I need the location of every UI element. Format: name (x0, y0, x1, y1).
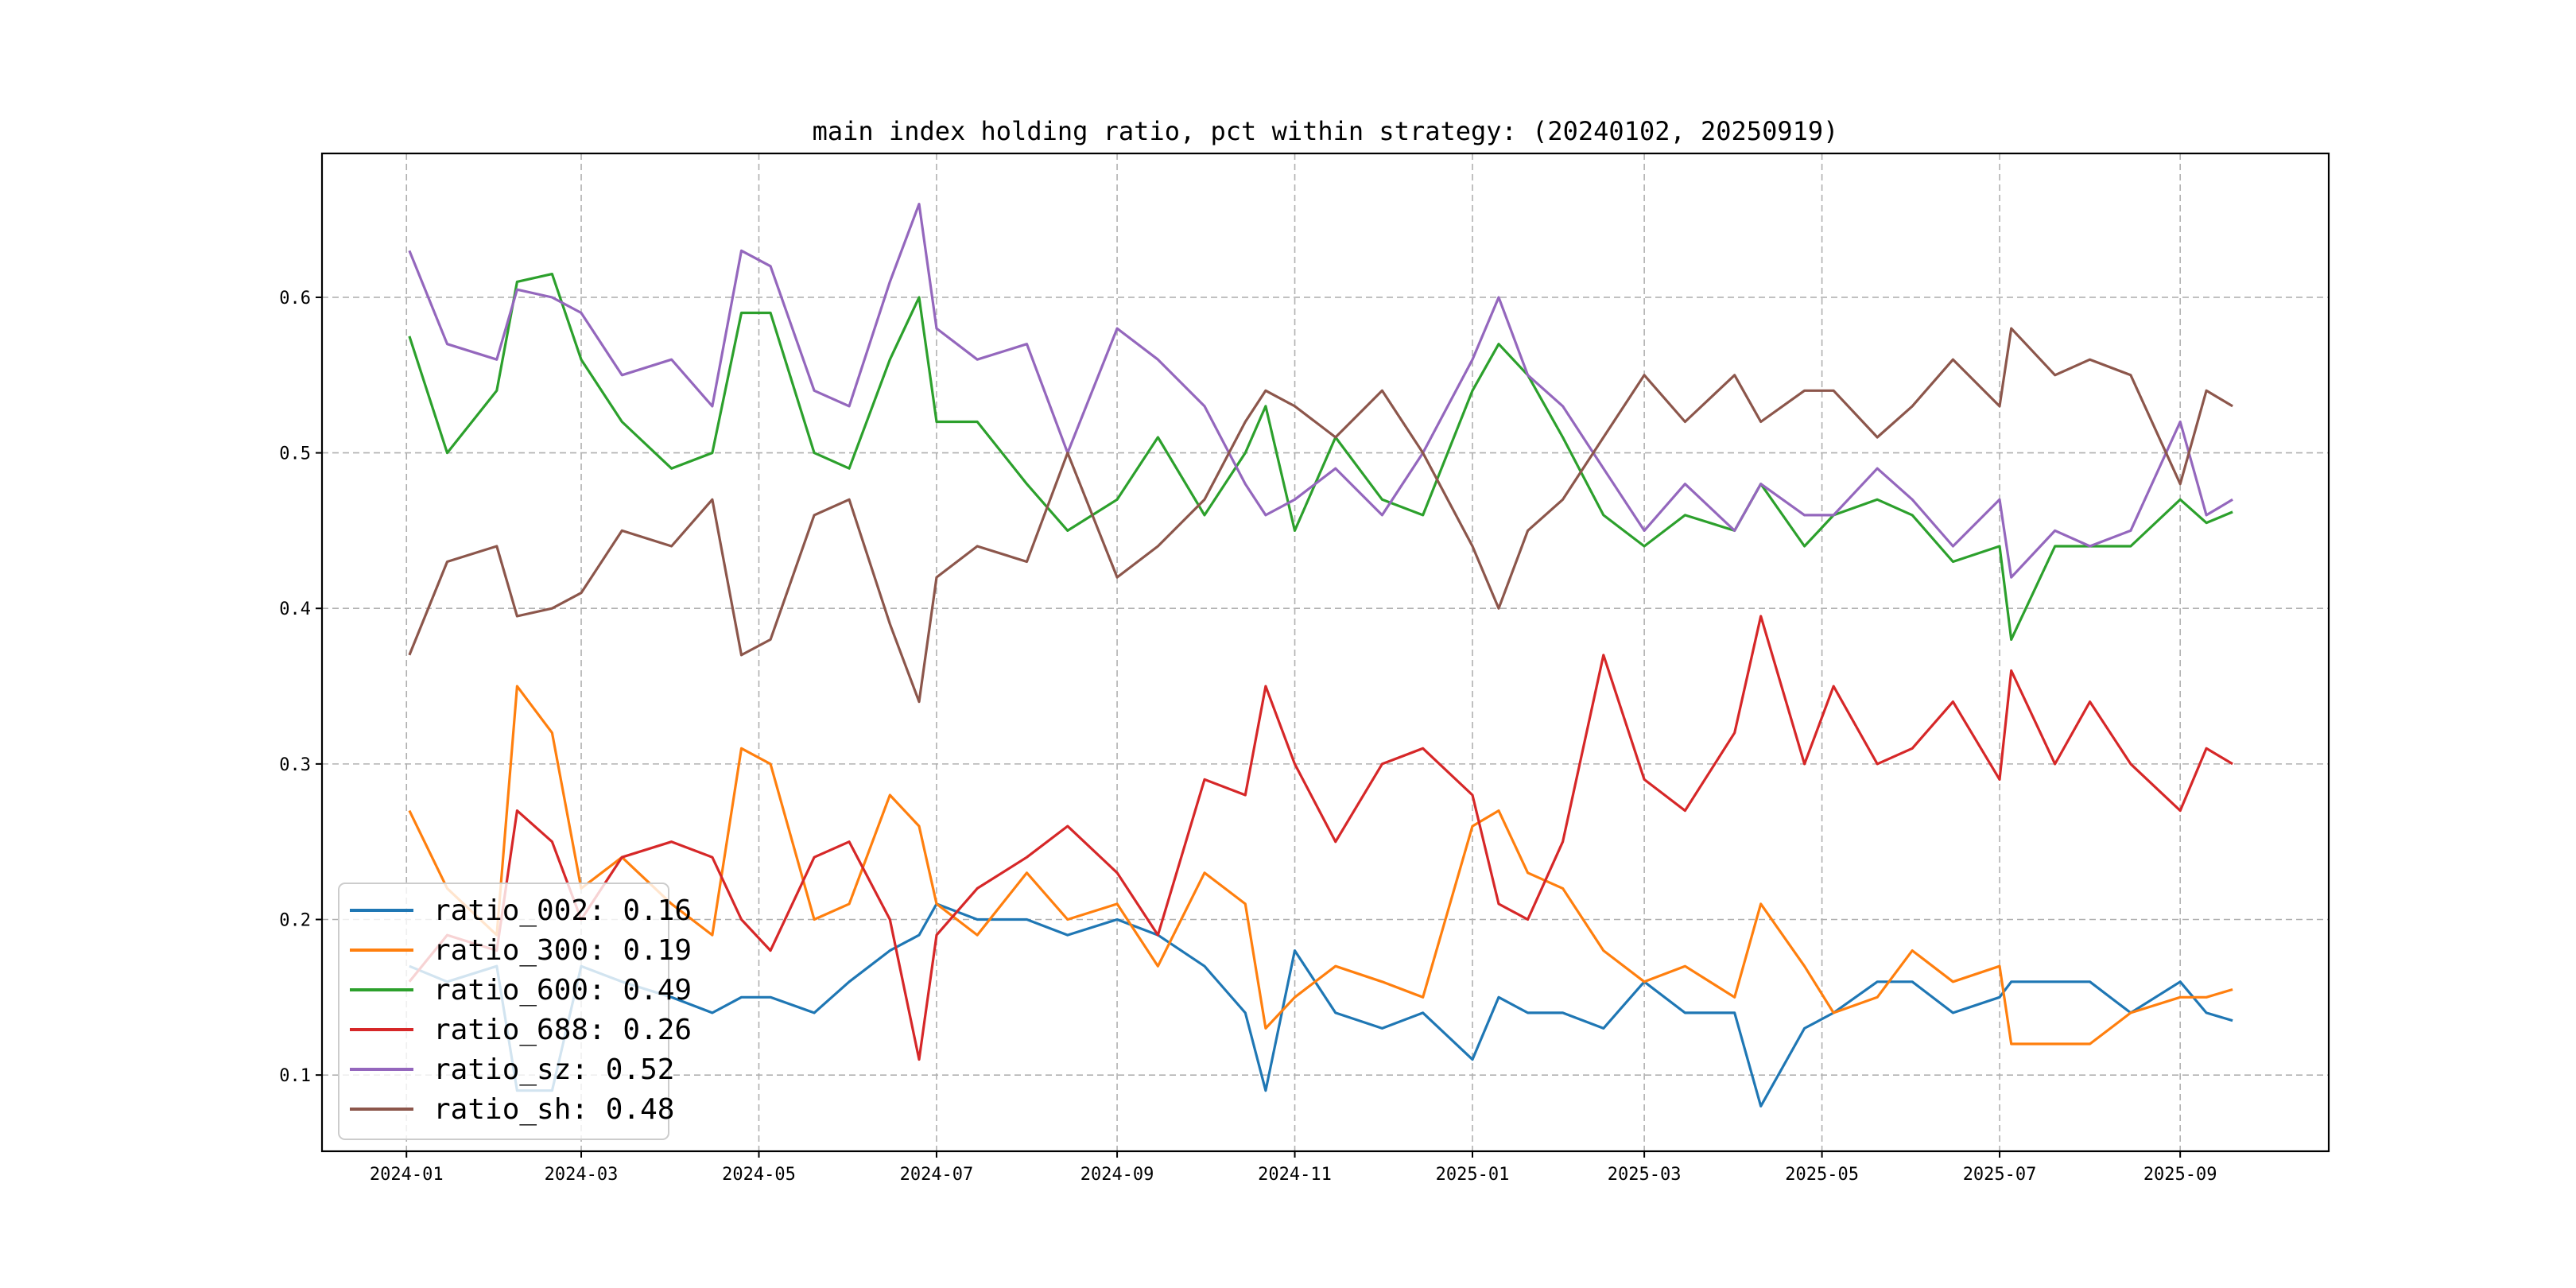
x-tick-label: 2024-05 (722, 1165, 796, 1185)
y-tick-label: 0.6 (279, 289, 311, 308)
legend-entry: ratio_600: 0.49 (350, 974, 692, 1007)
y-tick-label: 0.2 (279, 911, 311, 931)
x-tick-label: 2024-11 (1258, 1165, 1332, 1185)
x-tick-label: 2024-07 (900, 1165, 974, 1185)
x-tick-label: 2024-03 (545, 1165, 619, 1185)
legend-entry: ratio_002: 0.16 (350, 894, 692, 927)
series-line-ratio-sz (408, 203, 2233, 579)
legend-entry: ratio_300: 0.19 (350, 934, 692, 967)
x-tick-label: 2025-09 (2143, 1165, 2217, 1185)
legend-label: ratio_600: 0.49 (433, 974, 692, 1007)
legend-label: ratio_300: 0.19 (433, 934, 692, 967)
x-tick-label: 2025-03 (1608, 1165, 1682, 1185)
y-tick-label: 0.4 (279, 599, 311, 619)
legend-label: ratio_002: 0.16 (433, 894, 692, 927)
series-line-ratio-688 (408, 615, 2233, 1061)
x-tick-label: 2025-01 (1436, 1165, 1510, 1185)
x-tick-label: 2025-05 (1785, 1165, 1859, 1185)
legend-box (338, 883, 669, 1140)
y-tick-label: 0.1 (279, 1066, 311, 1086)
series-line-ratio-300 (408, 685, 2233, 1046)
x-tick-label: 2024-09 (1080, 1165, 1154, 1185)
legend: ratio_002: 0.16 ratio_300: 0.19 ratio_600:… (338, 883, 692, 1140)
legend-entry: ratio_sz: 0.52 (350, 1053, 674, 1086)
chart-title: main index holding ratio, pct within str… (813, 116, 1839, 146)
legend-label: ratio_688: 0.26 (433, 1014, 692, 1046)
x-tick-label: 2025-07 (1963, 1165, 2037, 1185)
y-tick-label: 0.3 (279, 755, 311, 775)
legend-entry: ratio_688: 0.26 (350, 1014, 692, 1046)
legend-label: ratio_sz: 0.52 (433, 1053, 674, 1086)
axis-ticks: 2024-01 2024-03 2024-05 2024-07 2024-09 2024-… (279, 289, 2217, 1185)
legend-label: ratio_sh: 0.48 (433, 1093, 674, 1126)
y-tick-label: 0.5 (279, 444, 311, 464)
series-line-ratio-sh (408, 327, 2233, 704)
x-tick-label: 2024-01 (370, 1165, 444, 1185)
series-lines (408, 203, 2233, 1108)
legend-entry: ratio_sh: 0.48 (350, 1093, 674, 1126)
plot-frame (320, 152, 2330, 1153)
